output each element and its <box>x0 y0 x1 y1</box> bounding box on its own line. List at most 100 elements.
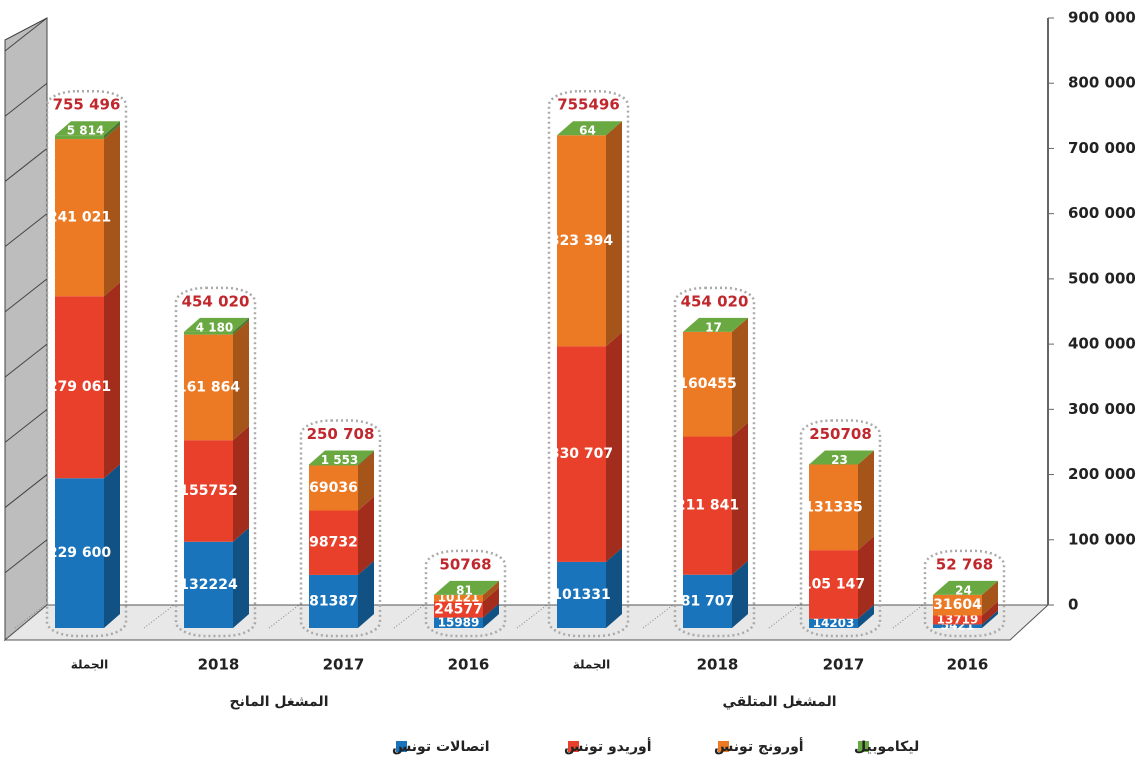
value-label: 241 021 <box>48 210 111 226</box>
value-label: 17 <box>705 320 722 334</box>
bar-segment <box>309 510 358 575</box>
legend-swatch <box>858 741 869 752</box>
x-tick-label: 2017 <box>323 656 365 674</box>
value-label: 155752 <box>179 483 237 499</box>
total-outline <box>45 89 128 638</box>
y-tick-label: 900 000 <box>1068 9 1136 27</box>
bar-top <box>809 450 874 465</box>
bar-segment <box>683 574 732 628</box>
bar-side <box>982 610 998 628</box>
value-label: 81 707 <box>681 593 735 609</box>
bar-side <box>233 317 249 335</box>
legend-label: أورونج تونس <box>714 737 804 755</box>
bar-segment <box>184 334 233 441</box>
y-tick-label: 800 000 <box>1068 74 1136 92</box>
bar-segment <box>557 346 606 562</box>
bar-segment <box>683 331 732 437</box>
bar-side <box>858 604 874 628</box>
y-tick-label: 100 000 <box>1068 530 1136 548</box>
bar-segment <box>55 296 104 479</box>
y-tick-label: 200 000 <box>1068 465 1136 483</box>
legend-swatch <box>718 741 729 752</box>
value-label: 160455 <box>678 376 736 392</box>
wall-line <box>4 148 48 182</box>
bar-segment <box>55 135 104 140</box>
value-label: 14203 <box>813 616 855 630</box>
legend-swatch <box>396 741 407 752</box>
x-tick-label: 2018 <box>697 656 739 674</box>
bar-side <box>732 317 748 332</box>
y-tick-label: 300 000 <box>1068 400 1136 418</box>
bar-top <box>184 317 249 332</box>
bar-side <box>358 451 374 511</box>
total-label: 454 020 <box>681 292 749 310</box>
bar-segment <box>557 561 606 628</box>
total-label: 52 768 <box>936 555 993 573</box>
bar-side <box>233 320 249 441</box>
bar-side <box>606 121 622 136</box>
legend-label: اتصالات تونس <box>392 739 490 755</box>
value-label: 132224 <box>179 577 238 593</box>
value-label: 81387 <box>309 593 358 609</box>
bar-segment <box>809 618 858 628</box>
bar-segment <box>809 464 858 551</box>
value-label: 131335 <box>804 499 862 515</box>
bar-side <box>858 536 874 619</box>
x-tick-label: 2018 <box>198 656 240 674</box>
bar-segment <box>434 594 483 602</box>
y-tick-label: 0 <box>1068 596 1078 614</box>
value-label: 211 841 <box>676 498 739 514</box>
bar-top <box>683 317 748 332</box>
bar-side <box>606 121 622 347</box>
total-outline <box>547 89 630 638</box>
bar-side <box>233 426 249 542</box>
bar-segment <box>309 574 358 628</box>
bar-side <box>606 332 622 562</box>
floor-dots <box>393 604 425 629</box>
floor-dots <box>516 604 548 629</box>
bar-side <box>982 580 998 595</box>
bar-side <box>483 580 499 602</box>
total-outline <box>174 286 257 638</box>
y-tick-label: 400 000 <box>1068 335 1136 353</box>
x-tick-label: الجملة <box>71 658 109 672</box>
total-outline <box>923 549 1006 638</box>
bar-side <box>483 603 499 628</box>
wall-line <box>4 82 48 117</box>
bar-side <box>606 547 622 628</box>
legend-label: أوريدو تونس <box>564 737 652 755</box>
total-label: 755496 <box>557 96 620 114</box>
wall-line <box>4 17 48 52</box>
value-label: 69036 <box>309 480 358 496</box>
total-label: 250708 <box>809 425 872 443</box>
total-label: 454 020 <box>182 292 250 310</box>
bar-side <box>104 125 120 297</box>
total-outline <box>673 286 756 638</box>
bar-segment <box>184 541 233 628</box>
total-label: 250 708 <box>307 425 375 443</box>
bar-segment <box>309 464 358 466</box>
bar-segment <box>683 436 732 575</box>
value-label: 64 <box>579 124 596 138</box>
bar-top <box>55 121 120 136</box>
group-label: المشغل المتلقي <box>722 694 836 710</box>
bar-segment <box>55 139 104 297</box>
value-label: 24577 <box>434 602 483 618</box>
bar-side <box>104 464 120 628</box>
y-tick-label: 500 000 <box>1068 269 1136 287</box>
floor-dots <box>892 604 924 629</box>
bar-top <box>434 580 499 595</box>
bar-side <box>732 317 748 437</box>
bar-side <box>483 587 499 618</box>
floor-dots <box>143 604 175 629</box>
value-label: 23 <box>831 453 848 467</box>
y-tick-label: 700 000 <box>1068 139 1136 157</box>
wall-line <box>4 474 48 508</box>
value-label: 4 180 <box>196 320 234 334</box>
bar-side <box>104 121 120 140</box>
value-label: 15989 <box>438 615 480 629</box>
value-label: 5 814 <box>67 124 105 138</box>
total-outline <box>299 419 382 638</box>
floor-dots <box>14 604 46 629</box>
